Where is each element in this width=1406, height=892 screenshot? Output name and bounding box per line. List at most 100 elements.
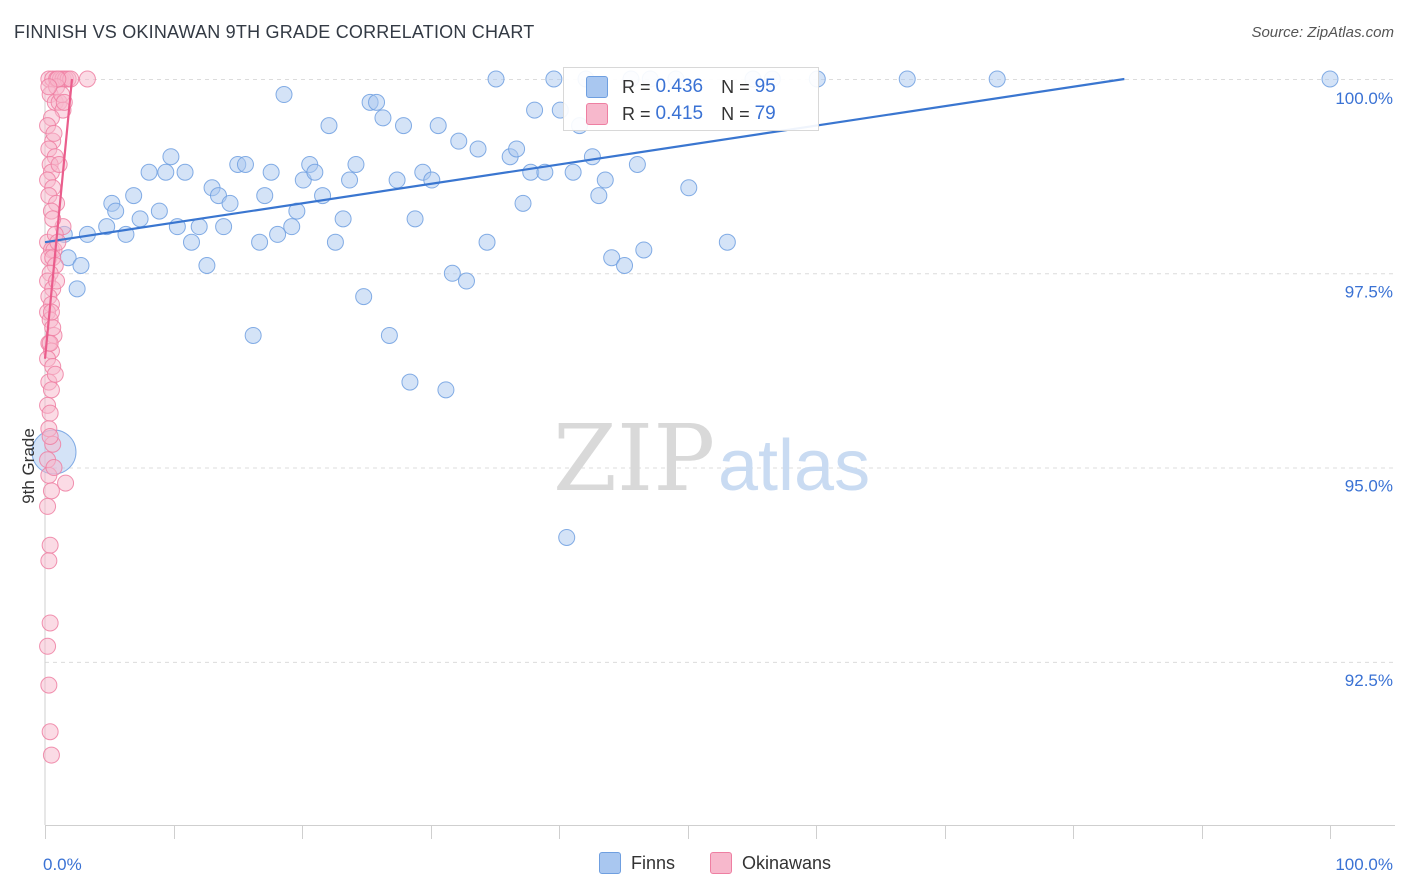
finns-point: [157, 163, 175, 181]
finns-swatch: [586, 76, 608, 98]
y-tick-label: 92.5%: [1345, 671, 1393, 690]
okinawans-point: [42, 482, 60, 500]
finns-point: [616, 257, 634, 274]
finns-point: [388, 171, 406, 189]
finns-point: [401, 373, 419, 391]
watermark-atlas: atlas: [718, 426, 870, 506]
finns-point: [198, 257, 216, 274]
legend-okinawans-label: Okinawans: [742, 852, 832, 873]
finns-point: [583, 148, 601, 166]
finns-point: [429, 117, 447, 135]
finns-point: [150, 202, 168, 220]
finns-point: [68, 280, 86, 298]
finns-point: [347, 155, 365, 173]
finns-point: [341, 171, 359, 189]
finns-point: [320, 117, 338, 135]
okinawans-point: [46, 365, 64, 383]
finns-point: [355, 288, 373, 306]
axis-layer: 92.5% 95.0% 97.5% 100.0% 0.0% 100.0%: [43, 72, 1395, 874]
finns-point: [469, 140, 487, 158]
finns-point: [635, 241, 653, 259]
finns-point: [450, 132, 468, 150]
y-axis-label: 9th Grade: [19, 428, 38, 504]
finns-point: [275, 86, 293, 104]
legend-finns-swatch: [599, 852, 621, 874]
chart-title: FINNISH VS OKINAWAN 9TH GRADE CORRELATIO…: [14, 22, 535, 42]
finns-point: [522, 163, 540, 181]
legend-okinawans-swatch: [710, 852, 732, 874]
finns-r-value: 0.436: [655, 76, 704, 97]
finns-point: [125, 187, 143, 205]
okinawans-point: [39, 497, 57, 515]
finns-point: [603, 249, 621, 267]
x-tick-label: 100.0%: [1335, 855, 1393, 874]
okinawans-point: [41, 427, 59, 445]
finns-point: [221, 194, 239, 212]
okinawans-point: [41, 334, 59, 352]
okinawans-point: [41, 723, 59, 741]
finns-point: [526, 101, 544, 119]
finns-point: [545, 70, 563, 88]
okinawans-r-value: 0.415: [655, 103, 704, 124]
okinawans-r-label: R =: [622, 103, 651, 124]
finns-point: [443, 264, 461, 282]
finns-point: [368, 93, 386, 111]
y-tick-label: 97.5%: [1345, 282, 1393, 301]
finns-point: [72, 257, 90, 274]
finns-point: [596, 171, 614, 189]
okinawans-n-value: 79: [754, 103, 776, 124]
finns-point: [514, 194, 532, 212]
okinawans-point: [44, 210, 62, 228]
okinawans-point: [40, 552, 58, 570]
y-tick-label: 100.0%: [1335, 89, 1393, 108]
finns-point: [508, 140, 526, 158]
okinawans-point: [42, 303, 60, 321]
y-tick-label: 95.0%: [1345, 477, 1393, 496]
okinawans-point: [40, 676, 58, 694]
legend-item-finns: Finns: [599, 852, 675, 874]
okinawans-point: [41, 404, 59, 422]
finns-r-label: R =: [622, 76, 651, 97]
finns-point: [437, 381, 455, 399]
legend-row-finns: R = 0.436 N = 95: [586, 74, 776, 100]
finns-point: [628, 155, 646, 173]
finns-n-label: N =: [721, 76, 750, 97]
watermark-zip: ZIP: [553, 405, 715, 512]
legend-item-okinawans: Okinawans: [710, 852, 831, 874]
okinawans-point: [42, 746, 60, 764]
finns-point: [269, 225, 287, 243]
source-label: Source: ZipAtlas.com: [1251, 24, 1394, 41]
finns-point: [215, 218, 233, 236]
finns-point: [176, 163, 194, 181]
finns-point: [140, 163, 158, 181]
okinawans-swatch: [586, 103, 608, 125]
finns-point: [262, 163, 280, 181]
finns-point: [98, 218, 116, 236]
finns-point: [334, 210, 352, 228]
okinawans-point: [45, 459, 63, 477]
okinawans-point: [41, 536, 59, 554]
okinawans-trendline: [43, 78, 74, 359]
finns-point: [306, 163, 324, 181]
finns-point: [244, 326, 262, 344]
finns-point: [680, 179, 698, 197]
okinawans-point: [42, 381, 60, 399]
legend-finns-label: Finns: [631, 852, 676, 873]
finns-point: [898, 70, 916, 88]
finns-point: [988, 70, 1006, 88]
finns-point: [380, 326, 398, 344]
finns-point: [590, 187, 608, 205]
finns-point: [457, 272, 475, 290]
finns-point: [131, 210, 149, 228]
finns-point: [395, 117, 413, 135]
watermark: ZIP atlas: [553, 405, 870, 512]
finns-point: [374, 109, 392, 127]
finns-point: [283, 218, 301, 236]
okinawans-point: [41, 614, 59, 632]
finns-point: [564, 163, 582, 181]
finns-point: [190, 218, 208, 236]
finns-point: [487, 70, 505, 88]
trend-layer: [43, 77, 1125, 359]
finns-point: [406, 210, 424, 228]
